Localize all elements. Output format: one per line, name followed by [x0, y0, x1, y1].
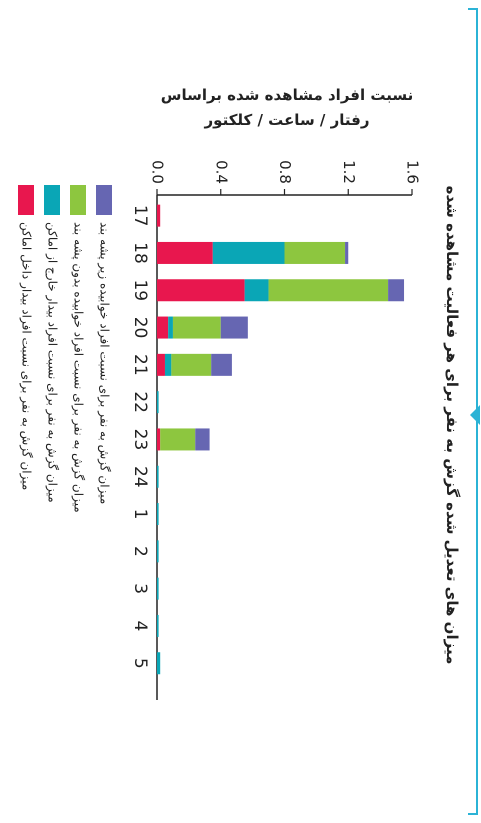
category-tick-label: 4	[130, 621, 150, 632]
category-tick-label: 19	[130, 279, 150, 301]
bar-segment	[160, 428, 196, 451]
legend-label: میزان گزش به نفر برای نسبت افراد خوابیده…	[71, 222, 86, 513]
bar-segment	[212, 241, 285, 264]
bar-segment	[171, 353, 212, 376]
chart-title: میزان های تعدیل شده گزش به نفر برای هر ف…	[443, 186, 461, 665]
legend-swatch	[70, 185, 86, 215]
value-tick-label: 1.2	[340, 160, 358, 184]
category-tick-label: 18	[130, 242, 150, 264]
value-tick-label: 0.4	[212, 160, 230, 184]
value-tick-label: 0.8	[276, 160, 294, 184]
bar-segment	[157, 204, 161, 227]
legend-swatch	[44, 185, 60, 215]
bar-segment	[157, 316, 169, 339]
bar-segment	[220, 316, 248, 339]
category-tick-label: 17	[130, 205, 150, 227]
legend-swatch	[96, 185, 112, 215]
bar-segment	[168, 316, 173, 339]
category-tick-label: 20	[130, 317, 150, 339]
bar-segment	[244, 279, 269, 302]
legend-label: میزان گزش به نفر برای نسبت افراد بیدار د…	[19, 222, 34, 490]
bar-segment	[157, 353, 165, 376]
bar-segment	[164, 353, 172, 376]
frame-pointer-icon	[470, 405, 480, 425]
bar-segment	[157, 391, 159, 414]
y-axis-label-line2: رفتار / ساعت / کلکتور	[204, 111, 370, 129]
bar-segment	[195, 428, 210, 451]
bar-segment	[157, 652, 161, 675]
bar-segment	[157, 465, 159, 488]
bar-segment	[157, 279, 245, 302]
bar-segment	[157, 428, 161, 451]
value-tick-label: 0.0	[149, 160, 167, 184]
bar-segment	[388, 279, 405, 302]
category-tick-label: 23	[130, 429, 150, 451]
bar-segment	[157, 241, 213, 264]
bar-segment	[268, 279, 389, 302]
category-tick-label: 21	[130, 354, 150, 376]
value-tick-label: 1.6	[404, 160, 422, 184]
bar-segment	[345, 241, 349, 264]
category-tick-label: 24	[130, 466, 150, 488]
legend-swatch	[18, 185, 34, 215]
category-tick-label: 1	[130, 509, 150, 520]
bar-segment	[172, 316, 221, 339]
bar-segment	[157, 540, 159, 563]
category-tick-label: 22	[130, 391, 150, 413]
category-tick-label: 5	[130, 658, 150, 669]
y-axis-label-line1: نسبت افراد مشاهده شده براساس	[161, 86, 413, 104]
bar-segment	[284, 241, 346, 264]
bar-segment	[211, 353, 232, 376]
bar-segment	[157, 503, 159, 526]
category-tick-label: 2	[130, 546, 150, 557]
legend-label: میزان گزش به نفر برای نسبت افراد بیدار خ…	[45, 222, 60, 503]
bar-segment	[157, 577, 159, 600]
category-tick-label: 3	[130, 583, 150, 594]
bar-segment	[157, 614, 159, 637]
legend-label: میزان گزش به نفر برای نسبت افراد خوابیده…	[97, 222, 112, 504]
